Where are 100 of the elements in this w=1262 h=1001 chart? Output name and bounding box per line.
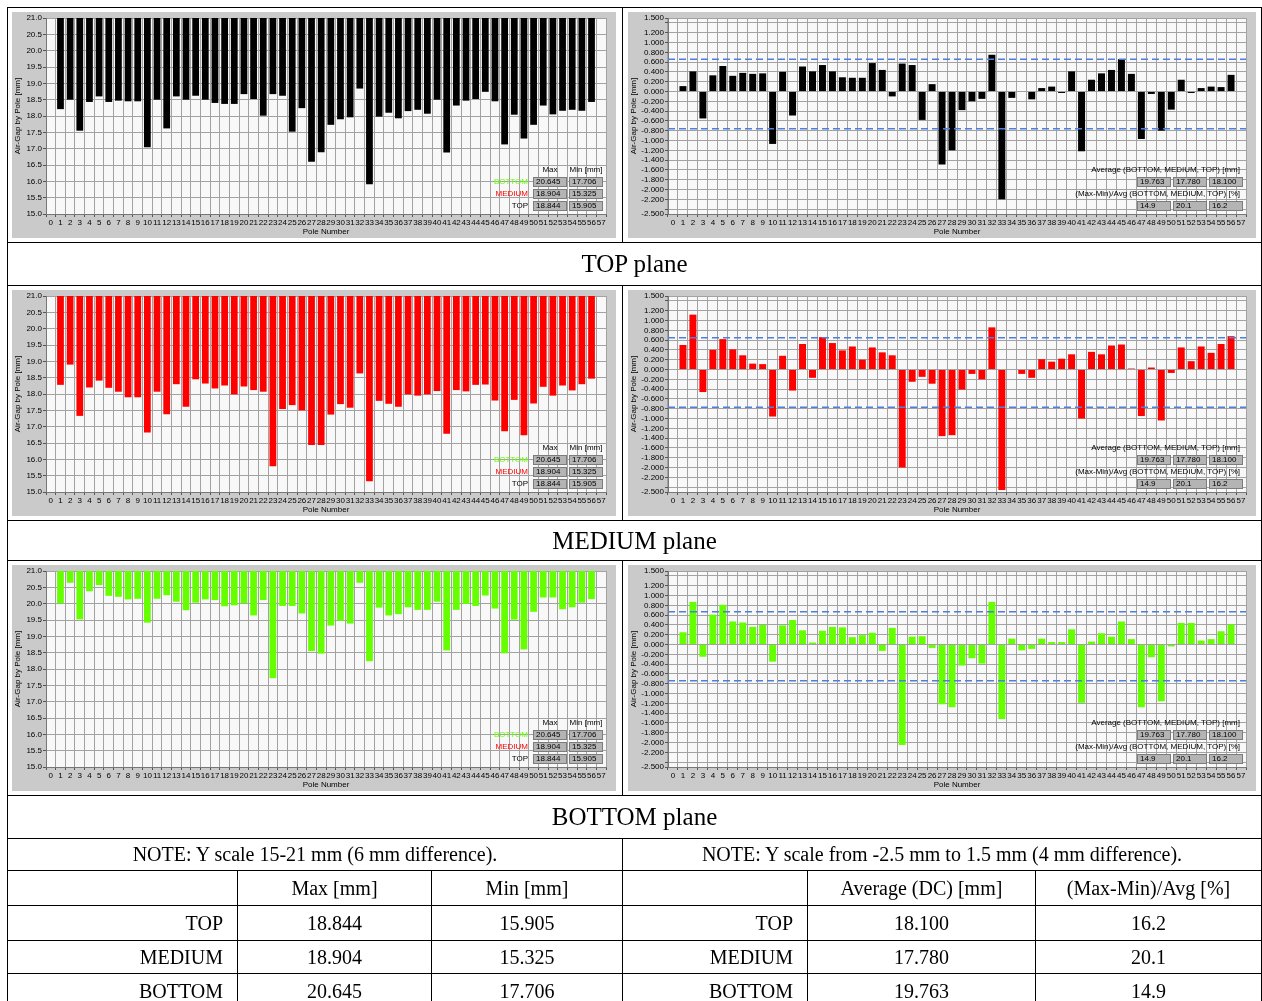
- text: 15.325: [431, 940, 623, 974]
- y-tick-label: -2.200: [641, 194, 665, 204]
- annotation: 18.100: [1209, 177, 1243, 187]
- bar: [779, 625, 787, 644]
- x-tick-label: 17: [210, 496, 220, 505]
- bar: [898, 645, 906, 745]
- x-axis-title: Pole Number: [933, 780, 981, 790]
- y-tick-label: 18.0: [26, 111, 43, 121]
- text: Max [mm]: [237, 870, 432, 906]
- x-axis-title: Pole Number: [302, 227, 350, 237]
- y-tick-label: 20.0: [26, 598, 43, 608]
- bar: [1167, 92, 1175, 110]
- x-tick-label: 57: [1236, 496, 1247, 505]
- annotation: Max: [541, 443, 559, 453]
- bar: [1157, 92, 1165, 131]
- bar: [848, 77, 856, 91]
- y-tick-label: -2.500: [641, 762, 665, 772]
- x-tick-label: 36: [393, 771, 404, 780]
- annotation: Max: [541, 165, 559, 175]
- bar: [948, 370, 956, 436]
- x-tick-label: 3: [700, 496, 706, 505]
- bar: [1107, 69, 1115, 91]
- x-tick-label: 16: [200, 218, 211, 227]
- text: 15.905: [431, 905, 623, 941]
- bar: [1038, 88, 1046, 91]
- x-tick-label: 36: [393, 218, 404, 227]
- x-tick-label: 52: [548, 771, 558, 780]
- x-tick-label: 32: [355, 496, 365, 505]
- bar: [898, 370, 906, 468]
- bar: [1127, 73, 1135, 91]
- x-tick-label: 50: [529, 218, 539, 227]
- bar: [1147, 645, 1155, 658]
- x-tick-label: 34: [374, 218, 385, 227]
- y-tick-label: 1.200: [643, 580, 665, 590]
- x-tick-label: 3: [77, 218, 83, 227]
- annotation: 17.706: [569, 730, 603, 740]
- x-tick-label: 53: [1196, 218, 1207, 227]
- y-tick-label: 16.0: [26, 729, 43, 739]
- y-tick-label: 17.5: [26, 680, 43, 690]
- y-axis-title: Air-Gap by Pole [mm]: [629, 630, 638, 708]
- x-tick-label: 39: [1057, 496, 1067, 505]
- x-tick-label: 4: [710, 771, 716, 780]
- bar: [978, 370, 986, 380]
- y-tick-label: 0.600: [643, 335, 665, 345]
- bar: [918, 370, 926, 377]
- x-tick-label: 53: [1196, 496, 1207, 505]
- x-tick-label: 49: [1156, 771, 1167, 780]
- text: 18.904: [237, 940, 432, 974]
- annotation: 17.780: [1173, 177, 1207, 187]
- x-tick-label: 12: [162, 218, 172, 227]
- y-tick-label: -1.400: [641, 708, 665, 718]
- x-tick-label: 22: [887, 771, 898, 780]
- bar: [749, 626, 757, 644]
- x-tick-label: 43: [461, 496, 471, 505]
- y-tick-label: 16.0: [26, 176, 43, 186]
- x-tick-label: 0: [670, 218, 676, 227]
- bar: [789, 370, 797, 391]
- bar: [1098, 633, 1105, 644]
- x-tick-label: 54: [567, 496, 578, 505]
- y-tick-label: -1.600: [641, 718, 665, 728]
- bar: [719, 604, 727, 644]
- annotation: Min [mm]: [569, 165, 603, 175]
- bar: [679, 632, 687, 644]
- x-tick-label: 40: [1067, 496, 1077, 505]
- x-tick-label: 39: [422, 771, 433, 780]
- y-tick-label: -1.600: [641, 443, 665, 453]
- x-tick-label: 54: [567, 771, 578, 780]
- bar: [888, 627, 896, 644]
- y-tick-label: -1.000: [641, 135, 665, 145]
- annotation: 14.9: [1137, 754, 1171, 764]
- x-tick-label: 2: [690, 218, 696, 227]
- x-tick-label: 49: [519, 771, 529, 780]
- bar: [918, 92, 926, 120]
- y-tick-label: -2.000: [641, 462, 665, 472]
- x-tick-label: 5: [96, 771, 102, 780]
- bar: [679, 345, 687, 369]
- y-tick-label: 19.5: [26, 62, 43, 72]
- bar: [948, 645, 956, 708]
- x-tick-label: 27: [937, 218, 948, 227]
- bar: [1177, 347, 1185, 369]
- bar: [779, 355, 787, 369]
- annotation: MEDIUM: [494, 189, 529, 199]
- text: TOP: [7, 905, 238, 941]
- bar: [938, 370, 946, 437]
- x-tick-label: 6: [106, 218, 112, 227]
- bar: [1038, 359, 1046, 369]
- y-axis-title: Air-Gap by Pole [mm]: [629, 77, 638, 155]
- x-tick-label: 26: [927, 496, 938, 505]
- x-tick-label: 26: [297, 218, 307, 227]
- y-tick-label: -1.000: [641, 413, 665, 423]
- x-tick-label: 30: [967, 496, 977, 505]
- bar: [739, 355, 747, 369]
- bar: [1048, 86, 1056, 91]
- x-tick-label: 9: [135, 218, 141, 227]
- x-tick-label: 42: [451, 771, 462, 780]
- x-tick-label: 19: [229, 496, 240, 505]
- x-tick-label: 23: [268, 771, 278, 780]
- x-tick-label: 29: [957, 771, 967, 780]
- text: Min [mm]: [431, 870, 623, 906]
- x-tick-label: 48: [1146, 218, 1157, 227]
